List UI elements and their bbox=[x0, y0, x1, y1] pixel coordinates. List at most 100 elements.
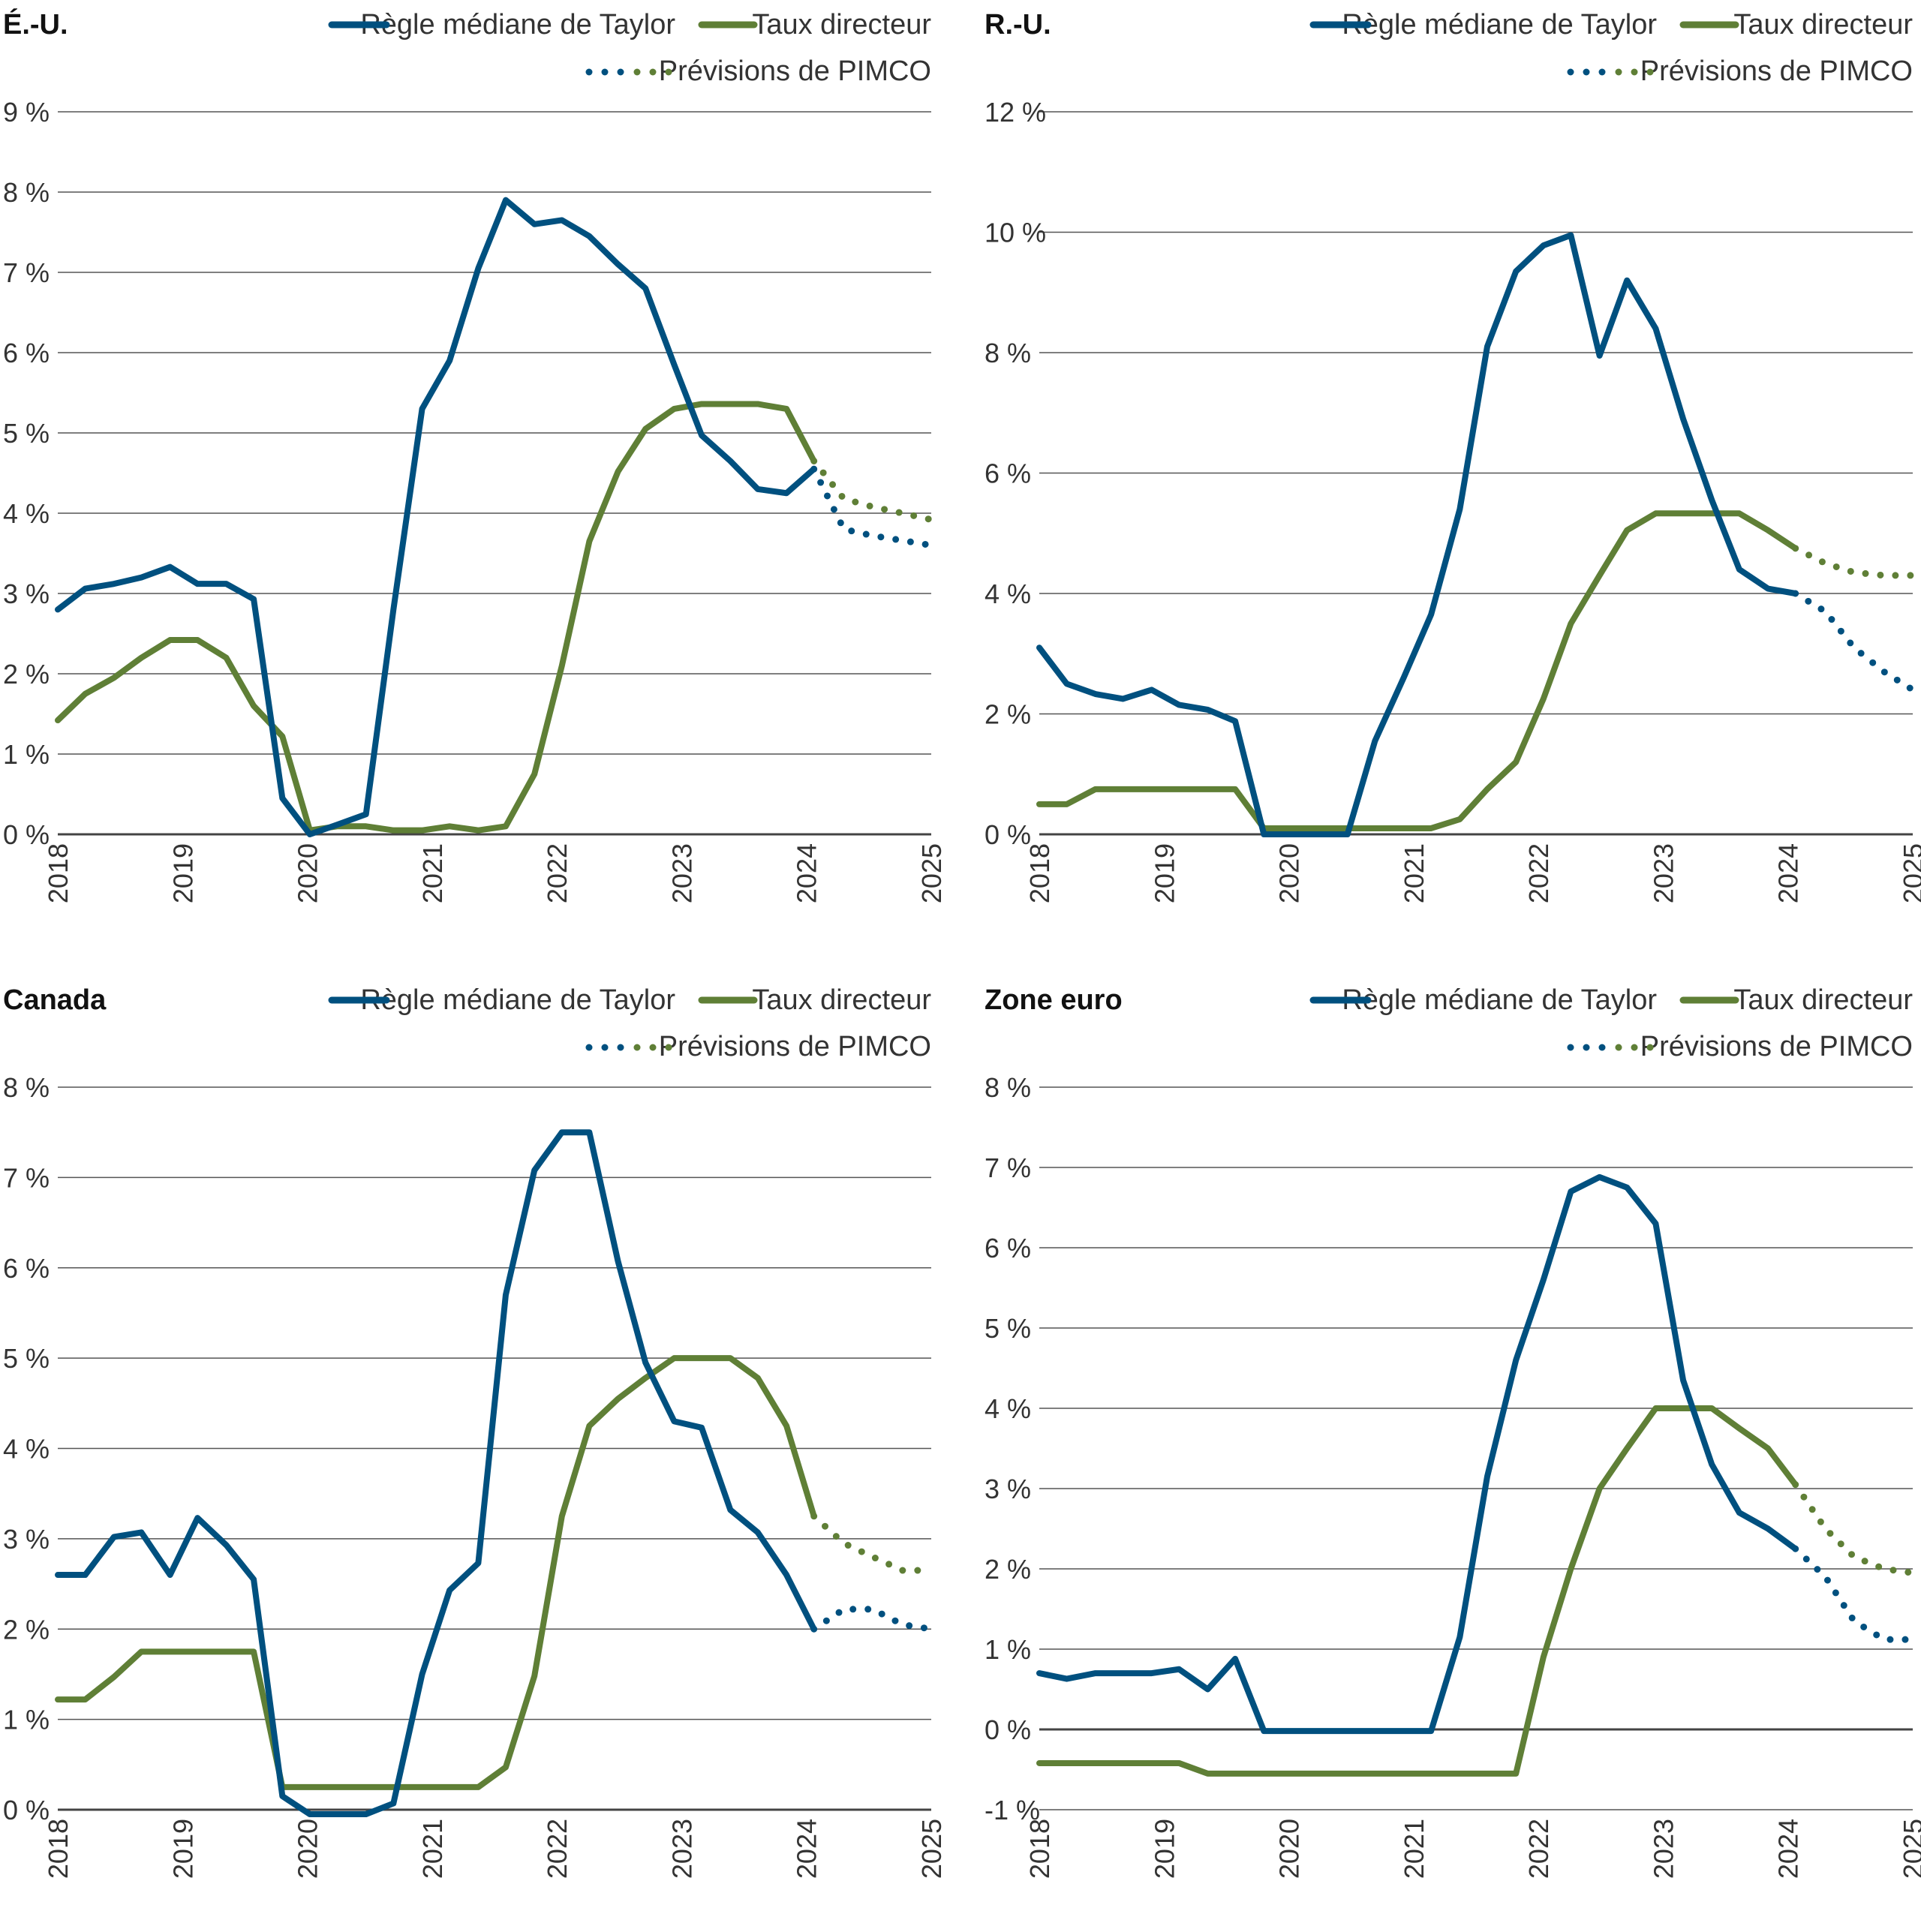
x-tick-label: 2018 bbox=[43, 1819, 74, 1879]
y-tick-label: 5 % bbox=[985, 1313, 1031, 1344]
legend-label-policy: Taux directeur bbox=[1733, 9, 1913, 41]
legend-swatch-forecast-dot bbox=[586, 69, 593, 76]
x-tick-label: 2019 bbox=[167, 1819, 198, 1879]
legend-label-taylor: Règle médiane de Taylor bbox=[1342, 9, 1657, 41]
legend-label-policy: Taux directeur bbox=[752, 9, 931, 41]
y-tick-label: 1 % bbox=[3, 739, 50, 770]
y-tick-label: 2 % bbox=[3, 659, 50, 690]
x-tick-label: 2019 bbox=[167, 843, 198, 903]
y-tick-label: 4 % bbox=[985, 578, 1031, 609]
legend-swatch-forecast-dot bbox=[1599, 1044, 1606, 1051]
series-line-policy bbox=[1039, 1408, 1796, 1774]
legend-swatch-forecast-dot bbox=[1647, 1044, 1654, 1051]
legend-label-taylor: Règle médiane de Taylor bbox=[1342, 984, 1657, 1016]
legend-swatch-forecast-dot bbox=[1631, 1044, 1638, 1051]
x-tick-label: 2024 bbox=[792, 843, 822, 903]
legend-swatch-forecast-dot bbox=[666, 1044, 672, 1051]
x-tick-label: 2023 bbox=[666, 843, 697, 903]
legend-swatch-forecast-dot bbox=[1568, 1044, 1574, 1051]
legend-label-forecast: Prévisions de PIMCO bbox=[659, 1031, 931, 1062]
x-tick-label: 2020 bbox=[293, 1819, 323, 1879]
legend-swatch-forecast-dot bbox=[650, 69, 657, 76]
legend-swatch-forecast-dot bbox=[1583, 1044, 1590, 1051]
legend-swatch-forecast-dot bbox=[650, 1044, 657, 1051]
x-tick-label: 2020 bbox=[293, 843, 323, 903]
legend-swatch-forecast-dot bbox=[1616, 1044, 1622, 1051]
chart-title: Canada bbox=[3, 984, 107, 1016]
forecast-line-policy bbox=[814, 1516, 931, 1570]
y-tick-label: 4 % bbox=[3, 1434, 50, 1465]
y-tick-label: 3 % bbox=[3, 578, 50, 609]
y-tick-label: 6 % bbox=[985, 458, 1031, 489]
legend-swatch-forecast-dot bbox=[1599, 69, 1606, 76]
x-tick-label: 2022 bbox=[1523, 843, 1554, 903]
y-tick-label: 3 % bbox=[3, 1524, 50, 1555]
legend-label-policy: Taux directeur bbox=[752, 984, 931, 1016]
y-tick-label: 1 % bbox=[3, 1705, 50, 1735]
legend-swatch-forecast-dot bbox=[618, 1044, 624, 1051]
y-tick-label: 2 % bbox=[985, 1554, 1031, 1585]
y-tick-label: 6 % bbox=[985, 1233, 1031, 1263]
y-tick-label: 7 % bbox=[3, 1162, 50, 1193]
x-tick-label: 2022 bbox=[1523, 1819, 1554, 1879]
x-tick-label: 2025 bbox=[1898, 843, 1921, 903]
legend-swatch-forecast-dot bbox=[618, 69, 624, 76]
y-tick-label: 3 % bbox=[985, 1474, 1031, 1504]
y-tick-label: 6 % bbox=[3, 338, 50, 368]
forecast-line-taylor bbox=[814, 1609, 931, 1629]
legend-label-forecast: Prévisions de PIMCO bbox=[659, 56, 931, 87]
legend-swatch-forecast-dot bbox=[634, 1044, 641, 1051]
y-tick-label: 4 % bbox=[3, 498, 50, 529]
x-tick-label: 2023 bbox=[1648, 843, 1679, 903]
legend-swatch-forecast-dot bbox=[602, 1044, 609, 1051]
x-tick-label: 2019 bbox=[1149, 843, 1180, 903]
legend-swatch-forecast-dot bbox=[634, 69, 641, 76]
series-line-policy bbox=[1039, 513, 1796, 828]
legend-swatch-forecast-dot bbox=[666, 69, 672, 76]
x-tick-label: 2024 bbox=[1773, 1819, 1804, 1879]
legend: Taux directeur Règle médiane de Taylor Pré… bbox=[1313, 9, 1913, 87]
legend-swatch-forecast-dot bbox=[602, 69, 609, 76]
y-tick-label: 5 % bbox=[3, 1343, 50, 1374]
legend-swatch-forecast-dot bbox=[1568, 69, 1574, 76]
legend-label-forecast: Prévisions de PIMCO bbox=[1640, 56, 1913, 87]
y-tick-label: 12 % bbox=[985, 97, 1046, 128]
y-tick-label: 7 % bbox=[3, 257, 50, 288]
y-tick-label: 1 % bbox=[985, 1634, 1031, 1665]
y-tick-label: 9 % bbox=[3, 97, 50, 128]
x-tick-label: 2022 bbox=[542, 843, 573, 903]
y-tick-label: 5 % bbox=[3, 418, 50, 449]
series-line-policy bbox=[58, 404, 814, 830]
y-tick-label: 8 % bbox=[3, 177, 50, 208]
x-tick-label: 2022 bbox=[542, 1819, 573, 1879]
forecast-line-taylor bbox=[1796, 1549, 1913, 1639]
forecast-line-policy bbox=[1796, 548, 1913, 575]
legend-swatch-forecast-dot bbox=[1583, 69, 1590, 76]
legend-swatch-forecast-dot bbox=[586, 1044, 593, 1051]
x-tick-label: 2024 bbox=[1773, 843, 1804, 903]
y-tick-label: 2 % bbox=[3, 1614, 50, 1645]
x-tick-label: 2021 bbox=[417, 843, 448, 903]
x-tick-label: 2021 bbox=[1399, 1819, 1429, 1879]
series-line-taylor bbox=[58, 200, 814, 834]
series-line-taylor bbox=[1039, 1177, 1796, 1731]
x-tick-label: 2019 bbox=[1149, 1819, 1180, 1879]
x-tick-label: 2020 bbox=[1274, 843, 1305, 903]
x-tick-label: 2021 bbox=[417, 1819, 448, 1879]
y-tick-label: 8 % bbox=[3, 1072, 50, 1103]
x-tick-label: 2025 bbox=[916, 1819, 947, 1879]
x-tick-label: 2024 bbox=[792, 1819, 822, 1879]
x-tick-label: 2018 bbox=[43, 843, 74, 903]
series-line-taylor bbox=[1039, 236, 1796, 834]
chart-title: Zone euro bbox=[985, 984, 1123, 1016]
